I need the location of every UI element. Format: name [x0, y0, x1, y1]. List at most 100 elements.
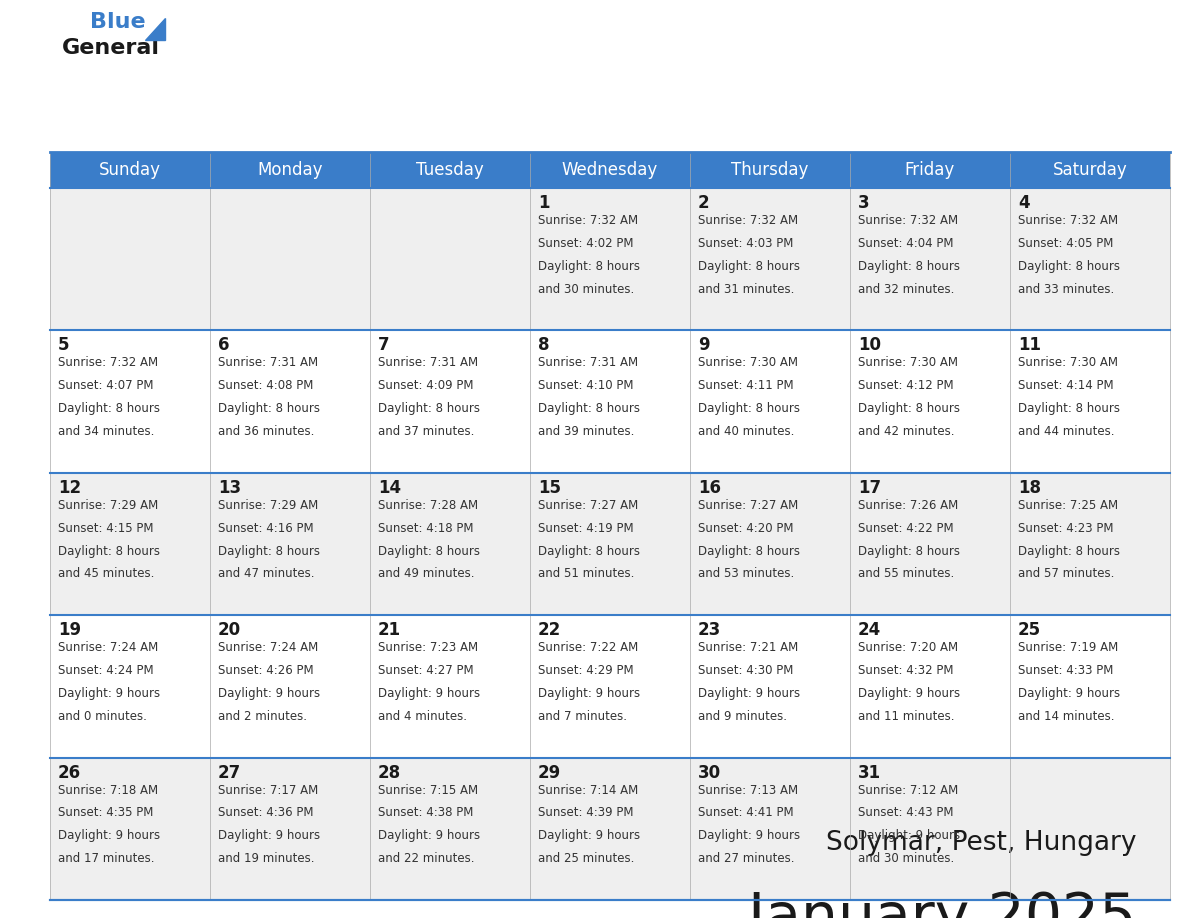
Text: Daylight: 8 hours: Daylight: 8 hours	[858, 260, 960, 273]
Text: Sunset: 4:08 PM: Sunset: 4:08 PM	[219, 379, 314, 392]
Text: Daylight: 8 hours: Daylight: 8 hours	[699, 402, 800, 415]
Text: Sunset: 4:02 PM: Sunset: 4:02 PM	[538, 237, 633, 250]
Text: Sunrise: 7:31 AM: Sunrise: 7:31 AM	[219, 356, 318, 369]
Text: 27: 27	[219, 764, 241, 781]
Text: Daylight: 8 hours: Daylight: 8 hours	[219, 544, 320, 557]
Text: Sunrise: 7:31 AM: Sunrise: 7:31 AM	[538, 356, 638, 369]
Text: Daylight: 8 hours: Daylight: 8 hours	[1018, 402, 1120, 415]
Text: Sunset: 4:07 PM: Sunset: 4:07 PM	[58, 379, 153, 392]
Text: Sunrise: 7:27 AM: Sunrise: 7:27 AM	[538, 498, 638, 512]
Text: Daylight: 8 hours: Daylight: 8 hours	[699, 260, 800, 273]
Text: Daylight: 9 hours: Daylight: 9 hours	[219, 687, 320, 700]
Text: Tuesday: Tuesday	[416, 161, 484, 179]
Text: Daylight: 9 hours: Daylight: 9 hours	[58, 687, 160, 700]
Text: Thursday: Thursday	[732, 161, 809, 179]
Text: and 14 minutes.: and 14 minutes.	[1018, 710, 1114, 722]
Text: Sunset: 4:11 PM: Sunset: 4:11 PM	[699, 379, 794, 392]
Text: 17: 17	[858, 479, 881, 497]
Text: Daylight: 8 hours: Daylight: 8 hours	[1018, 260, 1120, 273]
Text: Sunday: Sunday	[99, 161, 162, 179]
Text: Daylight: 9 hours: Daylight: 9 hours	[58, 829, 160, 843]
Text: Sunrise: 7:32 AM: Sunrise: 7:32 AM	[858, 214, 959, 227]
Text: Sunrise: 7:17 AM: Sunrise: 7:17 AM	[219, 784, 318, 797]
Text: Sunset: 4:14 PM: Sunset: 4:14 PM	[1018, 379, 1113, 392]
Text: and 34 minutes.: and 34 minutes.	[58, 425, 154, 438]
Text: Sunset: 4:39 PM: Sunset: 4:39 PM	[538, 807, 633, 820]
Bar	[849, 152, 1010, 188]
Text: Sunset: 4:41 PM: Sunset: 4:41 PM	[699, 807, 794, 820]
Text: Daylight: 8 hours: Daylight: 8 hours	[538, 544, 640, 557]
Text: 31: 31	[858, 764, 881, 781]
Text: 20: 20	[219, 621, 241, 639]
Text: 13: 13	[219, 479, 241, 497]
Text: Sunset: 4:29 PM: Sunset: 4:29 PM	[538, 664, 633, 677]
Text: and 39 minutes.: and 39 minutes.	[538, 425, 634, 438]
Text: and 49 minutes.: and 49 minutes.	[378, 567, 474, 580]
Text: Sunrise: 7:13 AM: Sunrise: 7:13 AM	[699, 784, 798, 797]
Text: Daylight: 9 hours: Daylight: 9 hours	[699, 829, 801, 843]
Text: and 30 minutes.: and 30 minutes.	[858, 852, 954, 866]
Text: Sunrise: 7:12 AM: Sunrise: 7:12 AM	[858, 784, 959, 797]
Text: Sunrise: 7:30 AM: Sunrise: 7:30 AM	[858, 356, 958, 369]
Text: Daylight: 8 hours: Daylight: 8 hours	[378, 544, 480, 557]
Text: 25: 25	[1018, 621, 1041, 639]
Text: Sunrise: 7:30 AM: Sunrise: 7:30 AM	[699, 356, 798, 369]
Text: Daylight: 8 hours: Daylight: 8 hours	[219, 402, 320, 415]
Text: Sunrise: 7:30 AM: Sunrise: 7:30 AM	[1018, 356, 1118, 369]
Text: 21: 21	[378, 621, 402, 639]
Text: Sunrise: 7:20 AM: Sunrise: 7:20 AM	[858, 641, 959, 655]
Text: 1: 1	[538, 194, 550, 212]
Text: Sunrise: 7:21 AM: Sunrise: 7:21 AM	[699, 641, 798, 655]
Text: 3: 3	[858, 194, 870, 212]
Text: Daylight: 8 hours: Daylight: 8 hours	[58, 544, 160, 557]
Text: Sunrise: 7:15 AM: Sunrise: 7:15 AM	[378, 784, 478, 797]
Text: Sunrise: 7:26 AM: Sunrise: 7:26 AM	[858, 498, 959, 512]
Text: Sunset: 4:30 PM: Sunset: 4:30 PM	[699, 664, 794, 677]
Text: Sunrise: 7:27 AM: Sunrise: 7:27 AM	[699, 498, 798, 512]
Text: Sunset: 4:32 PM: Sunset: 4:32 PM	[858, 664, 954, 677]
Text: Sunset: 4:27 PM: Sunset: 4:27 PM	[378, 664, 474, 677]
Text: 16: 16	[699, 479, 721, 497]
Text: and 47 minutes.: and 47 minutes.	[219, 567, 315, 580]
Text: and 51 minutes.: and 51 minutes.	[538, 567, 634, 580]
Text: Sunset: 4:22 PM: Sunset: 4:22 PM	[858, 521, 954, 534]
Text: and 11 minutes.: and 11 minutes.	[858, 710, 954, 722]
Text: Daylight: 9 hours: Daylight: 9 hours	[378, 687, 480, 700]
Text: and 44 minutes.: and 44 minutes.	[1018, 425, 1114, 438]
Text: 15: 15	[538, 479, 561, 497]
Text: Sunset: 4:18 PM: Sunset: 4:18 PM	[378, 521, 474, 534]
Text: Daylight: 8 hours: Daylight: 8 hours	[858, 544, 960, 557]
Text: 5: 5	[58, 336, 70, 354]
Text: Sunrise: 7:29 AM: Sunrise: 7:29 AM	[219, 498, 318, 512]
Text: General: General	[62, 38, 160, 58]
Text: Sunrise: 7:14 AM: Sunrise: 7:14 AM	[538, 784, 638, 797]
Text: 28: 28	[378, 764, 402, 781]
Text: Daylight: 8 hours: Daylight: 8 hours	[858, 402, 960, 415]
Text: 10: 10	[858, 336, 881, 354]
Text: January 2025: January 2025	[747, 890, 1136, 918]
Text: Daylight: 8 hours: Daylight: 8 hours	[58, 402, 160, 415]
Text: and 2 minutes.: and 2 minutes.	[219, 710, 307, 722]
Text: 26: 26	[58, 764, 81, 781]
Text: 8: 8	[538, 336, 550, 354]
Text: Sunset: 4:20 PM: Sunset: 4:20 PM	[699, 521, 794, 534]
Text: 7: 7	[378, 336, 390, 354]
Text: and 32 minutes.: and 32 minutes.	[858, 283, 954, 296]
Text: Wednesday: Wednesday	[562, 161, 658, 179]
Text: Daylight: 9 hours: Daylight: 9 hours	[538, 829, 640, 843]
Text: Sunset: 4:23 PM: Sunset: 4:23 PM	[1018, 521, 1113, 534]
Text: and 31 minutes.: and 31 minutes.	[699, 283, 795, 296]
Text: Sunrise: 7:24 AM: Sunrise: 7:24 AM	[219, 641, 318, 655]
Text: and 27 minutes.: and 27 minutes.	[699, 852, 795, 866]
Text: 19: 19	[58, 621, 81, 639]
Text: Sunset: 4:10 PM: Sunset: 4:10 PM	[538, 379, 633, 392]
Text: 29: 29	[538, 764, 561, 781]
Text: Daylight: 8 hours: Daylight: 8 hours	[538, 260, 640, 273]
Text: Sunrise: 7:22 AM: Sunrise: 7:22 AM	[538, 641, 638, 655]
Text: Daylight: 9 hours: Daylight: 9 hours	[538, 687, 640, 700]
Text: Sunset: 4:03 PM: Sunset: 4:03 PM	[699, 237, 794, 250]
Text: 23: 23	[699, 621, 721, 639]
Text: Daylight: 9 hours: Daylight: 9 hours	[219, 829, 320, 843]
Text: 12: 12	[58, 479, 81, 497]
Text: and 55 minutes.: and 55 minutes.	[858, 567, 954, 580]
